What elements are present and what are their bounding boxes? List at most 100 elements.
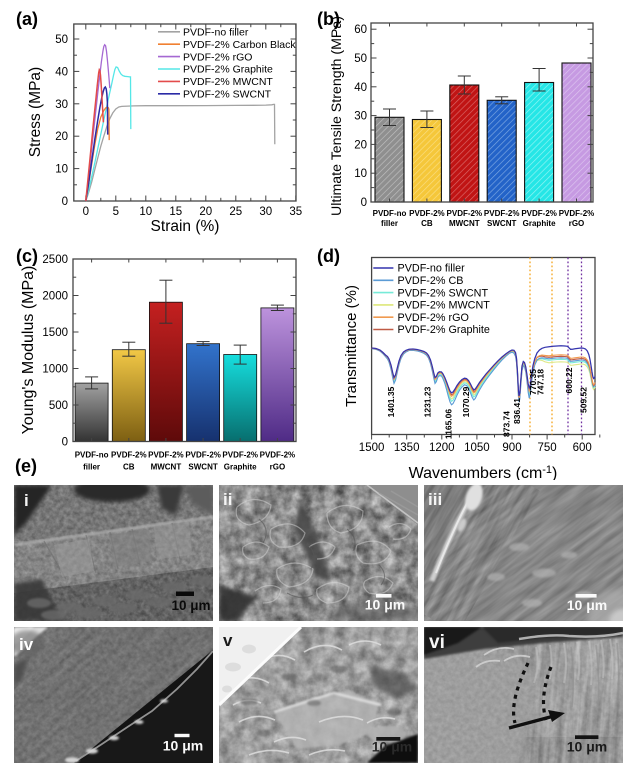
- svg-text:filler: filler: [381, 219, 398, 228]
- svg-text:1070.29: 1070.29: [461, 386, 471, 417]
- svg-text:1500: 1500: [42, 327, 68, 339]
- svg-text:1231.23: 1231.23: [423, 386, 433, 417]
- svg-text:770.35: 770.35: [528, 369, 538, 395]
- svg-text:750: 750: [538, 442, 557, 454]
- svg-text:1350: 1350: [394, 442, 420, 454]
- svg-text:CB: CB: [123, 463, 135, 472]
- svg-text:(a): (a): [16, 9, 38, 29]
- svg-text:2000: 2000: [42, 291, 68, 303]
- svg-text:PVDF-2% Graphite: PVDF-2% Graphite: [183, 64, 273, 76]
- svg-text:PVDF-2%: PVDF-2%: [222, 451, 258, 460]
- svg-text:10: 10: [354, 168, 367, 180]
- svg-text:PVDF-no: PVDF-no: [373, 209, 407, 218]
- svg-text:600.22: 600.22: [564, 367, 574, 393]
- svg-text:PVDF-2% SWCNT: PVDF-2% SWCNT: [398, 287, 489, 299]
- svg-text:20: 20: [354, 139, 367, 151]
- svg-text:PVDF-no: PVDF-no: [75, 451, 109, 460]
- svg-text:PVDF-2% MWCNT: PVDF-2% MWCNT: [398, 300, 491, 312]
- svg-text:PVDF-2% CB: PVDF-2% CB: [398, 275, 464, 287]
- svg-text:i: i: [24, 491, 29, 510]
- svg-text:PVDF-2%: PVDF-2%: [484, 209, 520, 218]
- svg-text:10 μm: 10 μm: [365, 597, 405, 613]
- svg-text:PVDF-2%: PVDF-2%: [185, 451, 221, 460]
- svg-text:20: 20: [199, 206, 212, 218]
- svg-text:30: 30: [259, 206, 272, 218]
- svg-text:iv: iv: [19, 635, 34, 654]
- svg-text:PVDF-2% SWCNT: PVDF-2% SWCNT: [183, 89, 272, 101]
- svg-text:50: 50: [55, 34, 68, 46]
- svg-text:Stress (MPa): Stress (MPa): [27, 67, 44, 157]
- svg-text:10 μm: 10 μm: [372, 739, 412, 755]
- svg-text:500: 500: [49, 400, 68, 412]
- svg-text:PVDF-no filler: PVDF-no filler: [183, 27, 249, 39]
- svg-text:30: 30: [55, 99, 68, 111]
- svg-text:rGO: rGO: [270, 463, 286, 472]
- svg-text:PVDF-no filler: PVDF-no filler: [398, 263, 466, 275]
- svg-text:PVDF-2%: PVDF-2%: [148, 451, 184, 460]
- svg-text:Graphite: Graphite: [224, 463, 257, 472]
- svg-text:PVDF-2% rGO: PVDF-2% rGO: [183, 51, 252, 63]
- svg-text:40: 40: [354, 82, 367, 94]
- svg-text:(b): (b): [317, 9, 340, 29]
- svg-text:0: 0: [83, 206, 89, 218]
- svg-text:Graphite: Graphite: [523, 219, 556, 228]
- svg-text:873.74: 873.74: [501, 411, 511, 437]
- svg-text:(e): (e): [15, 456, 37, 476]
- svg-text:1165.06: 1165.06: [444, 409, 454, 440]
- svg-text:Ultimate Tensile Strength (MPa: Ultimate Tensile Strength (MPa): [329, 16, 345, 216]
- svg-text:1000: 1000: [42, 364, 68, 376]
- svg-text:Young's Modulus (MPa): Young's Modulus (MPa): [20, 266, 37, 435]
- svg-text:PVDF-2%: PVDF-2%: [111, 451, 147, 460]
- svg-text:1200: 1200: [429, 442, 455, 454]
- svg-text:1050: 1050: [464, 442, 490, 454]
- svg-text:0: 0: [62, 437, 68, 449]
- svg-text:iii: iii: [428, 490, 442, 509]
- svg-text:CB: CB: [421, 219, 433, 228]
- svg-text:900: 900: [502, 442, 521, 454]
- svg-text:PVDF-2%: PVDF-2%: [447, 209, 483, 218]
- svg-text:509.52: 509.52: [579, 387, 589, 413]
- svg-text:PVDF-2% Graphite: PVDF-2% Graphite: [398, 324, 490, 336]
- svg-text:10: 10: [139, 206, 152, 218]
- svg-text:Wavenumbers (cm-1): Wavenumbers (cm-1): [409, 464, 558, 480]
- svg-text:Strain (%): Strain (%): [151, 218, 220, 235]
- svg-text:PVDF-2%: PVDF-2%: [409, 209, 445, 218]
- svg-text:Transmittance (%): Transmittance (%): [343, 285, 360, 407]
- svg-text:SWCNT: SWCNT: [188, 463, 217, 472]
- svg-text:PVDF-2% MWCNT: PVDF-2% MWCNT: [183, 76, 273, 88]
- svg-text:0: 0: [62, 196, 68, 208]
- svg-text:25: 25: [229, 206, 242, 218]
- svg-text:PVDF-2%: PVDF-2%: [559, 209, 595, 218]
- svg-text:PVDF-2%: PVDF-2%: [260, 451, 296, 460]
- svg-text:5: 5: [113, 206, 119, 218]
- svg-text:(d): (d): [317, 246, 340, 266]
- svg-text:PVDF-2% rGO: PVDF-2% rGO: [398, 312, 469, 324]
- svg-text:MWCNT: MWCNT: [449, 219, 480, 228]
- svg-text:10 μm: 10 μm: [171, 598, 210, 613]
- svg-text:PVDF-2% Carbon Black: PVDF-2% Carbon Black: [183, 39, 296, 51]
- svg-text:SWCNT: SWCNT: [487, 219, 516, 228]
- svg-text:60: 60: [354, 24, 367, 36]
- svg-text:ii: ii: [223, 490, 232, 509]
- svg-text:0: 0: [361, 197, 367, 209]
- svg-text:1401.35: 1401.35: [386, 386, 396, 417]
- svg-text:15: 15: [169, 206, 182, 218]
- svg-text:40: 40: [55, 66, 68, 78]
- svg-text:50: 50: [354, 53, 367, 65]
- svg-text:1500: 1500: [359, 442, 385, 454]
- svg-text:MWCNT: MWCNT: [151, 463, 182, 472]
- svg-text:vi: vi: [429, 632, 445, 653]
- svg-text:747.18: 747.18: [536, 369, 546, 395]
- svg-text:v: v: [223, 631, 233, 650]
- svg-text:filler: filler: [83, 463, 100, 472]
- svg-text:836.41: 836.41: [512, 398, 522, 424]
- svg-text:10: 10: [55, 164, 68, 176]
- svg-text:2500: 2500: [42, 254, 68, 266]
- svg-text:20: 20: [55, 131, 68, 143]
- svg-text:35: 35: [289, 206, 302, 218]
- svg-text:10 μm: 10 μm: [567, 597, 607, 613]
- svg-text:30: 30: [354, 111, 367, 123]
- svg-text:600: 600: [573, 442, 592, 454]
- svg-text:PVDF-2%: PVDF-2%: [521, 209, 557, 218]
- svg-text:(c): (c): [16, 246, 38, 266]
